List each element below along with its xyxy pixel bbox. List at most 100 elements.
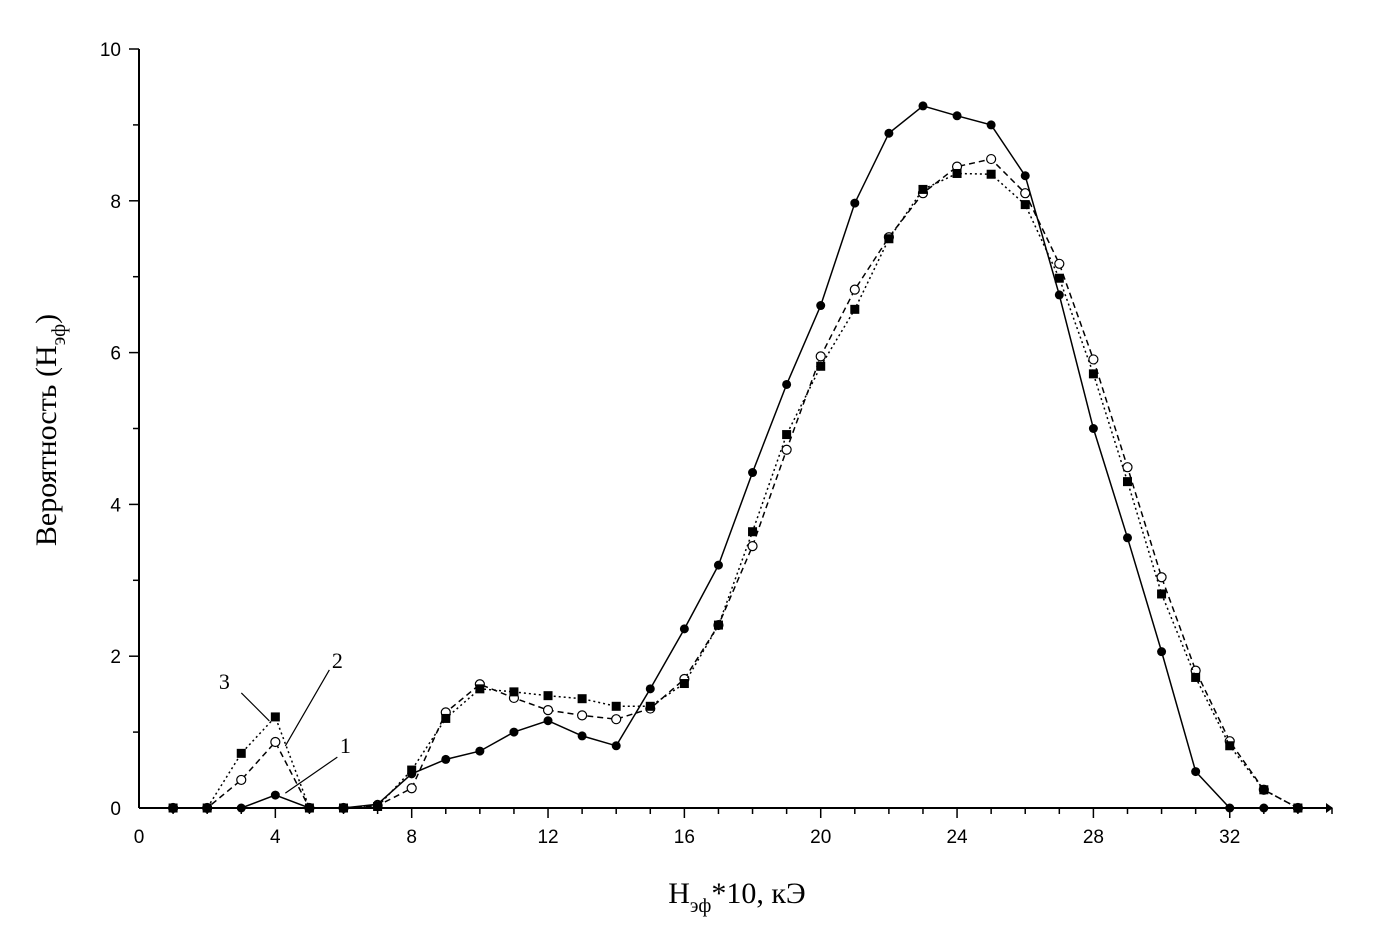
series-1-point: [679, 624, 689, 634]
series-3: [168, 168, 1303, 813]
x-tick-label: 8: [406, 827, 417, 848]
y-axis-title-sub: эф: [48, 324, 70, 345]
series-2-point: [1054, 258, 1065, 269]
series-3-point: [304, 803, 314, 813]
series-1-point: [577, 731, 587, 741]
series-1-point: [850, 198, 860, 208]
series-2-point: [270, 736, 281, 748]
series-1-point: [475, 746, 485, 756]
series-3-point: [441, 713, 451, 723]
x-axis-arrow: [1326, 803, 1333, 813]
series-2-point: [781, 444, 792, 455]
series-3-point: [850, 304, 860, 314]
y-tick-label: 6: [110, 344, 121, 365]
series-3-point: [1054, 273, 1064, 283]
annotation-label-1: 1: [340, 733, 351, 758]
series-3-point: [407, 765, 417, 775]
series-2-point: [1020, 188, 1031, 199]
series-3-point: [1020, 200, 1030, 210]
series-1-point: [1088, 424, 1098, 433]
x-tick-label: 24: [946, 827, 968, 848]
x-axis-title: Hэф*10, кЭ: [668, 877, 806, 917]
y-tick-label: 0: [110, 799, 121, 820]
series-1: [168, 101, 1303, 813]
series-3-point: [782, 430, 792, 440]
x-axis-title-sub: эф: [690, 895, 711, 917]
series-3-point: [339, 803, 349, 813]
series-3-point: [986, 169, 996, 179]
series-layer: [167, 101, 1304, 814]
series-2-point: [236, 774, 247, 786]
series-3-point: [748, 527, 758, 537]
y-tick-label: 8: [110, 192, 121, 213]
series-1-line: [173, 105, 1298, 809]
y-tick-label: 10: [100, 40, 121, 61]
series-1-point: [1054, 290, 1064, 300]
series-1-point: [884, 128, 894, 138]
series-2-point: [815, 351, 826, 362]
series-1-point: [270, 790, 280, 800]
x-axis-title-rest: *10, кЭ: [711, 877, 805, 910]
x-tick-label: 4: [270, 827, 281, 848]
x-axis-title-main: H: [668, 877, 690, 910]
series-1-point: [782, 379, 792, 389]
series-3-point: [645, 701, 655, 711]
series-1-point: [645, 684, 655, 694]
series-3-point: [611, 701, 621, 711]
series-2-point: [1088, 354, 1099, 365]
series-3-point: [373, 801, 383, 811]
series-2-point: [611, 714, 622, 725]
series-3-point: [1191, 672, 1201, 682]
series-2-point: [1122, 462, 1133, 473]
series-3-point: [713, 620, 723, 630]
series-1-point: [236, 803, 246, 813]
series-3-point: [509, 687, 519, 697]
annotation-label-2: 2: [332, 648, 343, 673]
x-tick-label: 12: [537, 827, 558, 848]
series-3-point: [475, 684, 485, 694]
series-2-point: [577, 710, 588, 721]
series-3-point: [1088, 369, 1098, 379]
y-axis-title-rest: ): [30, 314, 63, 324]
y-tick-label: 2: [110, 647, 121, 668]
series-3-point: [952, 168, 962, 178]
y-axis-title-main: Вероятность (H: [30, 345, 63, 546]
annotation-leader-2: [284, 669, 330, 747]
x-tick-label: 16: [674, 827, 695, 848]
series-3-point: [1157, 589, 1167, 599]
series-3-point: [1293, 803, 1303, 813]
series-3-point: [816, 361, 826, 371]
series-2-point: [406, 783, 417, 794]
series-3-point: [1225, 741, 1235, 751]
series-3-point: [202, 803, 212, 813]
series-1-point: [952, 111, 962, 121]
series-2-point: [747, 541, 758, 552]
series-2-point: [849, 284, 860, 295]
series-2: [167, 153, 1304, 814]
annotation-label-3: 3: [219, 669, 230, 694]
series-2-point: [986, 153, 997, 165]
series-3-point: [236, 748, 246, 758]
series-1-point: [1191, 767, 1201, 777]
series-1-point: [748, 468, 758, 478]
series-3-point: [679, 679, 689, 689]
series-3-point: [918, 184, 928, 194]
series-1-point: [713, 560, 723, 570]
series-1-point: [1122, 533, 1132, 543]
series-1-point: [918, 101, 928, 111]
series-3-line: [173, 172, 1299, 809]
series-3-point: [168, 803, 178, 813]
annotation-leader-3: [240, 692, 270, 722]
series-2-point: [1156, 572, 1167, 583]
x-tick-label: 20: [810, 827, 831, 848]
series-1-point: [611, 741, 621, 751]
series-3-point: [884, 234, 894, 244]
series-1-point: [1225, 803, 1235, 813]
series-1-point: [441, 754, 451, 764]
annotation-leader-1: [285, 756, 338, 794]
series-3-point: [543, 691, 553, 701]
series-1-point: [986, 120, 996, 130]
y-axis-title: Вероятность (Hэф): [30, 314, 70, 546]
